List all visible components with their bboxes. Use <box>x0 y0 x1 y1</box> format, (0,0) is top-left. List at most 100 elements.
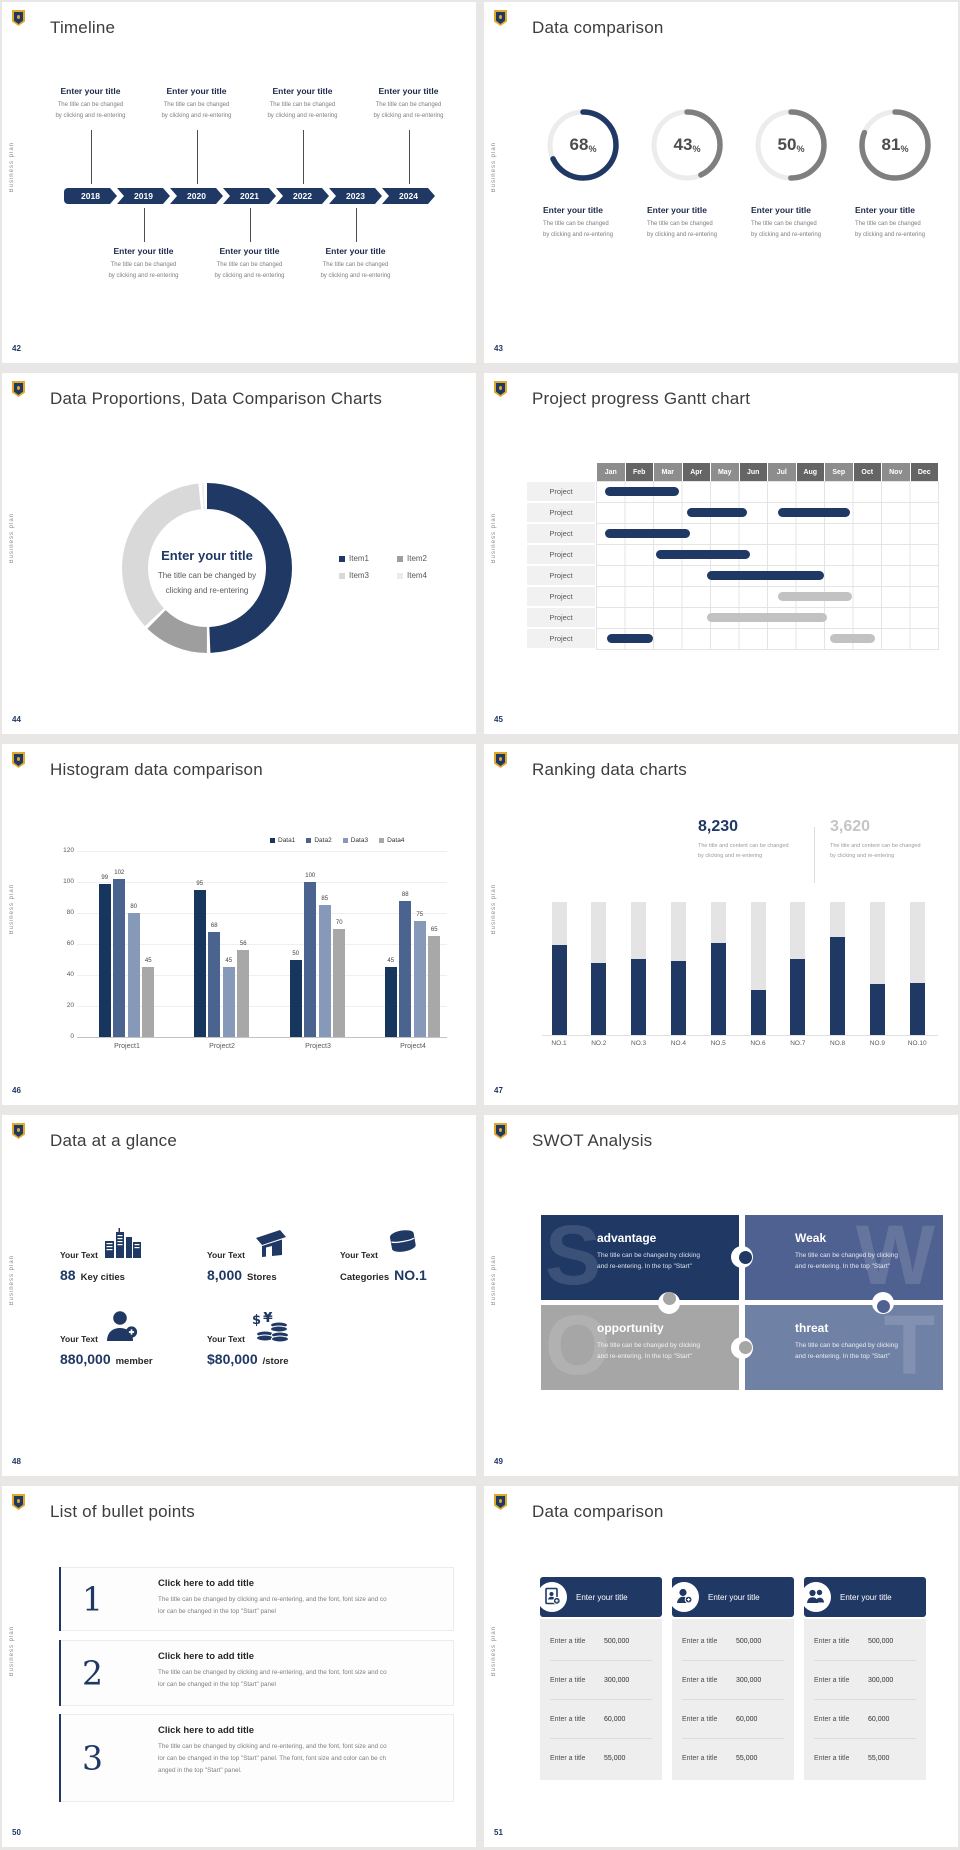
card-data-row: Enter a title 55,000 <box>814 1739 916 1777</box>
id-card-icon <box>543 1587 561 1607</box>
caption-line: The title can be changed <box>855 221 921 227</box>
histogram-data-label: 45 <box>387 958 395 965</box>
legend-row: Item1 Item2 <box>339 554 443 563</box>
histogram-y-tick-label: 40 <box>66 971 74 978</box>
slide-48-glance[interactable]: Business plan 48 Data at a glance Your T… <box>2 1115 476 1476</box>
slide-43-progress-rings[interactable]: Business plan 43 Data comparison 68% Ente… <box>484 2 958 363</box>
timeline-entry-caption: The title can be changed <box>163 102 230 108</box>
brand-shield-icon <box>494 752 507 768</box>
ranking-bar-fill <box>591 963 607 1035</box>
histogram-y-tick-label: 60 <box>66 940 74 947</box>
slide-number: 48 <box>12 1457 21 1466</box>
gantt-task-bar <box>604 529 691 538</box>
slide-47-ranking[interactable]: Business plan 47 Ranking data charts 8,2… <box>484 744 958 1105</box>
slide-number: 42 <box>12 344 21 353</box>
gantt-month-header: Feb <box>624 463 653 481</box>
gantt-row-label: Project <box>526 523 596 544</box>
card-header-title: Enter your title <box>840 1592 892 1602</box>
slide-title: Data at a glance <box>50 1131 178 1150</box>
histogram-y-tick-label: 80 <box>66 909 74 916</box>
progress-ring-caption: Enter your title The title can be changed… <box>855 205 951 240</box>
ranking-bar-fill <box>790 959 806 1035</box>
card-data-row: Enter a title 300,000 <box>550 1661 652 1700</box>
glance-item-top: Your Text <box>60 1227 200 1263</box>
bullet-accent-bar <box>59 1567 61 1631</box>
timeline-entry-caption: by clicking and re-entering <box>320 272 391 279</box>
ranking-bar-fill <box>909 983 925 1035</box>
swot-body-line: The title can be changed by clicking <box>597 1342 700 1349</box>
swot-quadrant-title: advantage <box>597 1231 657 1245</box>
caption-line: The title can be changed <box>543 221 609 227</box>
histogram-bar <box>208 931 221 1037</box>
swot-body-line: The title can be changed by clicking <box>795 1252 898 1259</box>
legend-swatch <box>306 838 312 843</box>
bullet-body: The title can be changed by clicking and… <box>158 1741 387 1777</box>
gantt-month-header: May <box>710 463 739 481</box>
slide-44-donut[interactable]: Business plan 44 Data Proportions, Data … <box>2 373 476 734</box>
timeline-entry-caption: by clicking and re-entering <box>214 272 285 279</box>
card-row-label: Enter a title <box>814 1715 850 1723</box>
brand-shield-icon <box>12 1123 25 1139</box>
progress-ring <box>853 103 937 187</box>
glance-unit: /store <box>262 1356 289 1367</box>
donut-center-text: Enter your title The title can be changed… <box>137 548 277 598</box>
ranking-category-label: NO.4 <box>670 1040 686 1047</box>
timeline-entry: Enter your title The title can be changed… <box>306 246 406 281</box>
ranking-bar-fill <box>710 943 726 1035</box>
store-icon <box>252 1228 288 1263</box>
brand-shield-icon <box>494 1123 507 1139</box>
glance-item-top: Your Text <box>60 1311 200 1347</box>
card-header-icon-circle <box>801 1582 831 1612</box>
histogram-bar <box>304 882 317 1037</box>
slide-51-tables[interactable]: Business plan 51 Data comparison Enter y… <box>484 1486 958 1847</box>
data-glance-stats: Your Text 88 Key cities Your Text 8,000 Store… <box>2 1115 476 1476</box>
glance-label: Your Text <box>207 1334 245 1344</box>
bullet-title: Click here to add title <box>158 1578 255 1589</box>
gantt-task-bar <box>829 634 876 643</box>
slide-50-bullets[interactable]: Business plan 50 List of bullet points 1… <box>2 1486 476 1847</box>
histogram-bar <box>399 900 412 1037</box>
donut-chart: Enter your title The title can be changed… <box>2 373 476 734</box>
swot-quadrant-body: The title can be changed by clicking and … <box>795 1341 937 1362</box>
legend-swatch <box>339 555 345 562</box>
histogram-data-label: 100 <box>305 873 316 879</box>
stat-caption: The title and content can be changed by c… <box>830 842 955 862</box>
card-header: Enter your title <box>537 1577 662 1617</box>
bullet-list: 1 Click here to add title The title can be… <box>2 1486 476 1847</box>
brand-shield-icon <box>494 381 507 397</box>
glance-number: $80,000 <box>207 1351 258 1367</box>
card-header-title: Enter your title <box>576 1592 628 1602</box>
bullet-number: 1 <box>82 1579 103 1619</box>
puzzle-knob <box>876 1300 890 1313</box>
timeline-entry-title: Enter your title <box>325 246 386 256</box>
slide-45-gantt[interactable]: Business plan 45 Project progress Gantt … <box>484 373 958 734</box>
timeline-entry-caption: The title can be changed <box>375 102 442 108</box>
svg-text:¥: ¥ <box>263 1312 273 1326</box>
card-row-label: Enter a title <box>550 1715 586 1723</box>
slide-title: Ranking data charts <box>532 760 687 779</box>
histogram-bar <box>428 936 441 1037</box>
slide-title: List of bullet points <box>50 1502 196 1521</box>
slide-46-histogram[interactable]: Business plan 46 Histogram data comparis… <box>2 744 476 1105</box>
slide-number: 50 <box>12 1828 21 1837</box>
legend-swatch <box>397 572 403 579</box>
timeline-year-chevron: 2018 <box>64 188 117 204</box>
progress-ring-percent: 68 <box>569 135 589 154</box>
puzzle-knob <box>662 1292 676 1305</box>
slide-title: Data comparison <box>532 1502 664 1521</box>
histogram-bar <box>384 967 397 1037</box>
card-header: Enter your title <box>801 1577 926 1617</box>
slide-42-timeline[interactable]: Business plan 42 Timeline 2018 2019 2020 20… <box>2 2 476 363</box>
timeline-entry-caption: by clicking and re-entering <box>55 112 126 119</box>
gantt-month-header: Jul <box>767 463 796 481</box>
timeline-connector-line <box>355 208 357 242</box>
card-header-icon-circle <box>669 1582 699 1612</box>
comparison-cards: Enter your title Enter a title 500,000 Ente… <box>484 1486 958 1847</box>
progress-ring-value: 50% <box>749 103 833 187</box>
legend-item: Item3 <box>339 571 385 580</box>
bullet-body-line: anged in the top "Start" panel. <box>158 1766 242 1774</box>
card-row-value: 300,000 <box>868 1676 894 1684</box>
